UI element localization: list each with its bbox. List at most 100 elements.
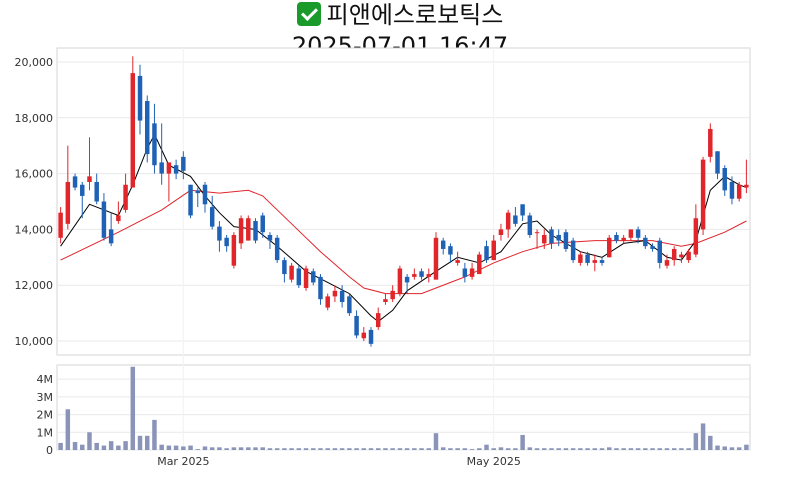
volume-bar — [325, 448, 330, 450]
volume-tick-label: 4M — [37, 373, 54, 386]
candle-body — [599, 260, 605, 263]
price-tick-label: 20,000 — [15, 56, 54, 69]
volume-bar — [166, 445, 172, 450]
volume-bar — [491, 448, 496, 450]
volume-bar — [108, 441, 114, 450]
price-tick-label: 16,000 — [15, 168, 54, 181]
candle-body — [246, 218, 251, 241]
candle-body — [347, 296, 352, 314]
volume-bar — [606, 447, 612, 450]
candle-body — [621, 237, 626, 241]
candle-body — [173, 165, 179, 174]
volume-bar — [708, 435, 713, 450]
volume-bar — [643, 448, 648, 450]
candle-body — [217, 226, 222, 241]
volume-bar — [368, 448, 374, 450]
check-mark-icon — [296, 2, 321, 26]
volume-bar — [116, 445, 121, 450]
candle-body — [556, 234, 561, 241]
candle-body — [484, 246, 489, 261]
candle-body — [433, 237, 439, 280]
candle-body — [65, 181, 71, 224]
candle-body — [231, 234, 237, 266]
stock-name: 피앤에스로보틱스 — [326, 1, 504, 29]
volume-bar — [339, 448, 345, 450]
candle-body — [108, 229, 114, 244]
candle-body — [635, 229, 641, 238]
volume-bar — [657, 448, 663, 450]
candle-body — [130, 73, 136, 188]
candle-body — [477, 254, 482, 275]
volume-bar — [217, 447, 222, 450]
candle-body — [137, 75, 143, 121]
volume-bar — [570, 448, 576, 450]
stock-title: 피앤에스로보틱스 — [0, 0, 800, 31]
volume-bar — [375, 448, 381, 450]
volume-bar — [101, 445, 107, 450]
candle-body — [498, 229, 504, 235]
candle-body — [693, 218, 699, 255]
volume-bar — [664, 448, 670, 450]
volume-bar — [448, 448, 453, 450]
candle-body — [166, 162, 172, 174]
volume-bar — [556, 448, 561, 450]
volume-bar — [72, 442, 78, 450]
volume-bar — [318, 448, 323, 450]
candle-body — [527, 215, 533, 235]
candle-body — [671, 248, 677, 261]
candle-body — [505, 212, 511, 230]
volume-bar — [736, 447, 742, 450]
candle-body — [375, 313, 381, 328]
volume-bar — [94, 442, 99, 450]
volume-bar — [209, 447, 215, 450]
candle-body — [188, 184, 193, 216]
price-tick-label: 14,000 — [15, 223, 54, 236]
candle-body — [657, 240, 663, 263]
volume-bar — [195, 449, 201, 450]
volume-bar — [231, 447, 237, 450]
candle-body — [542, 234, 547, 244]
candle-body — [303, 268, 309, 289]
volume-bar — [404, 448, 410, 450]
candle-body — [462, 268, 468, 277]
candle-body — [58, 212, 63, 238]
candle-body — [412, 274, 417, 277]
candle-body — [87, 176, 92, 182]
volume-bar — [477, 448, 482, 450]
volume-bar — [527, 447, 533, 450]
volume-bar — [484, 444, 489, 450]
volume-bar — [729, 447, 735, 450]
candle-body — [116, 215, 121, 222]
candle-body — [679, 254, 684, 258]
volume-bar — [202, 446, 208, 450]
volume-bar — [303, 448, 309, 450]
volume-bar — [505, 448, 511, 450]
candle-body — [700, 159, 706, 230]
candle-body — [318, 276, 323, 300]
volume-bar — [469, 449, 475, 450]
volume-bar — [585, 448, 590, 450]
volume-tick-label: 1M — [37, 426, 54, 439]
candle-body — [585, 254, 590, 263]
candle-body — [253, 221, 258, 241]
volume-bar — [462, 448, 468, 450]
volume-bar — [137, 435, 143, 450]
candle-body — [282, 260, 287, 275]
volume-bar — [513, 448, 518, 450]
volume-bar — [260, 447, 265, 450]
volume-bar — [671, 448, 677, 450]
volume-bar — [419, 448, 424, 450]
candle-body — [606, 237, 612, 258]
volume-bar — [700, 423, 706, 450]
price-plot-area — [56, 47, 751, 356]
candle-body — [325, 296, 330, 308]
volume-bar — [542, 448, 547, 450]
candle-body — [101, 201, 107, 238]
volume-bar — [354, 448, 359, 450]
candle-body — [267, 234, 273, 241]
candle-body — [311, 271, 316, 283]
candle-body — [209, 207, 215, 227]
volume-bar — [592, 448, 598, 450]
candle-body — [708, 128, 713, 157]
